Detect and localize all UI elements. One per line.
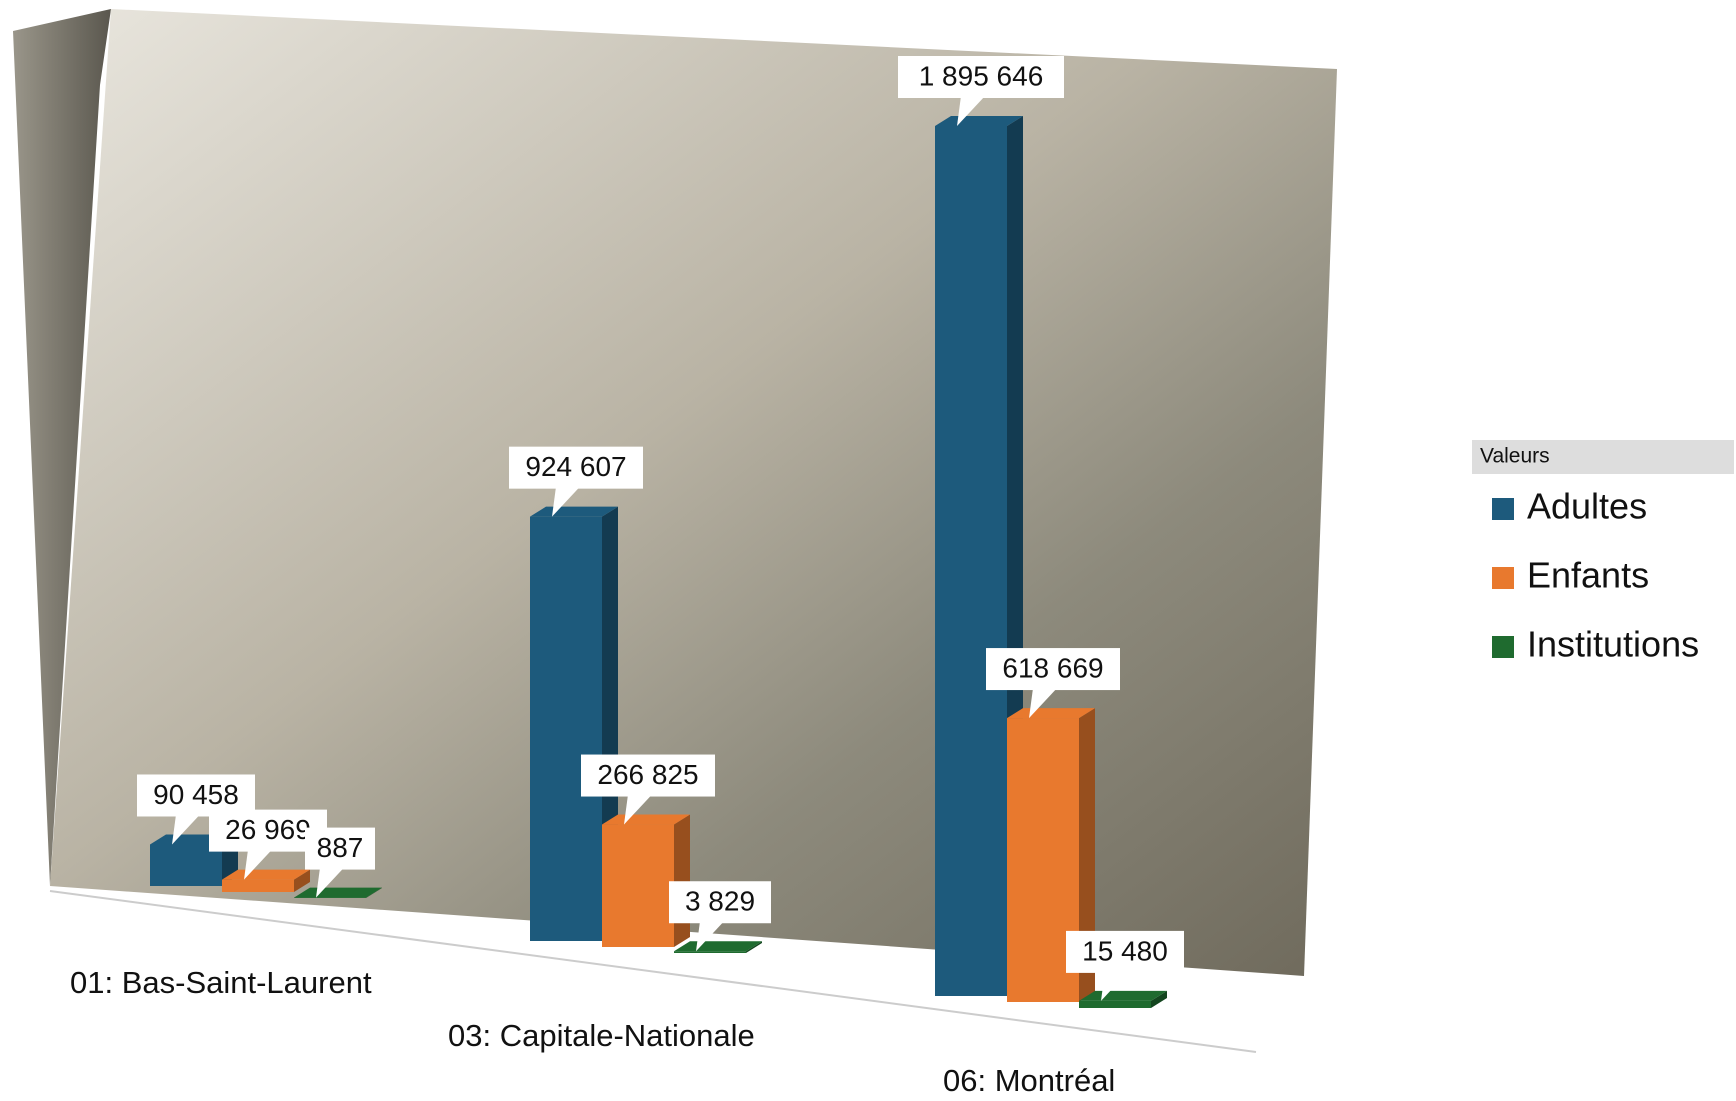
- legend-swatch: [1492, 498, 1514, 520]
- data-label: 924 607: [525, 451, 626, 482]
- label-pointer: [552, 486, 580, 517]
- floor-edge: [49, 890, 1257, 1053]
- legend-swatch: [1492, 567, 1514, 589]
- bar-side: [366, 887, 382, 898]
- label-box: [305, 827, 375, 870]
- legend-header: [1472, 440, 1734, 474]
- label-pointer: [624, 794, 652, 825]
- bar: [935, 126, 1007, 996]
- label-box: [898, 56, 1064, 98]
- bar-top: [602, 814, 690, 825]
- label-box: [986, 648, 1120, 691]
- bar-top: [935, 116, 1023, 126]
- label-pointer: [1029, 688, 1057, 719]
- x-tick-label: 06: Montréal: [943, 1063, 1115, 1098]
- bar-top: [530, 506, 618, 517]
- label-box: [137, 774, 255, 817]
- data-label: 90 458: [153, 779, 239, 810]
- bar-side: [294, 869, 310, 892]
- bar-side: [1151, 990, 1167, 1008]
- data-label: 15 480: [1082, 935, 1168, 966]
- bar: [530, 516, 602, 941]
- bar-top: [674, 941, 762, 952]
- x-tick-label: 01: Bas-Saint-Laurent: [70, 965, 372, 1000]
- label-pointer: [244, 849, 272, 880]
- legend-swatch: [1492, 636, 1514, 658]
- data-label: 266 825: [597, 759, 698, 790]
- data-label: 3 829: [685, 886, 755, 917]
- bar: [602, 824, 674, 947]
- plot: 90 458 924 607 1 895 646 26 969 266 825 618 6…: [137, 56, 1184, 1008]
- bar-top: [294, 887, 382, 898]
- bar-top: [1007, 708, 1095, 719]
- bar-side: [746, 941, 762, 953]
- bar-top: [222, 869, 310, 880]
- data-label: 1 895 646: [919, 60, 1044, 91]
- label-pointer: [957, 96, 985, 126]
- bar-side: [1079, 708, 1095, 1002]
- label-pointer: [1101, 970, 1129, 1001]
- bar: [1079, 1000, 1151, 1008]
- label-pointer: [696, 921, 724, 952]
- legend-label: Enfants: [1527, 555, 1649, 596]
- label-pointer: [172, 814, 200, 845]
- legend: Adultes Enfants Institutions: [1492, 486, 1699, 665]
- side-wall: [13, 9, 111, 886]
- label-box: [509, 446, 643, 489]
- label-box: [581, 754, 715, 797]
- data-label: 887: [317, 832, 364, 863]
- data-label: 26 969: [225, 814, 311, 845]
- data-label: 618 669: [1002, 652, 1103, 683]
- bar: [674, 951, 746, 953]
- legend-label: Adultes: [1527, 486, 1647, 527]
- legend-title: Valeurs: [1480, 445, 1550, 468]
- legend-label: Institutions: [1527, 624, 1699, 665]
- bar-top: [1079, 990, 1167, 1001]
- label-box: [669, 881, 771, 924]
- bar-side: [674, 814, 690, 947]
- label-box: [1066, 930, 1184, 973]
- bar: [222, 879, 294, 892]
- label-pointer: [316, 867, 344, 898]
- x-tick-label: 03: Capitale-Nationale: [448, 1018, 755, 1053]
